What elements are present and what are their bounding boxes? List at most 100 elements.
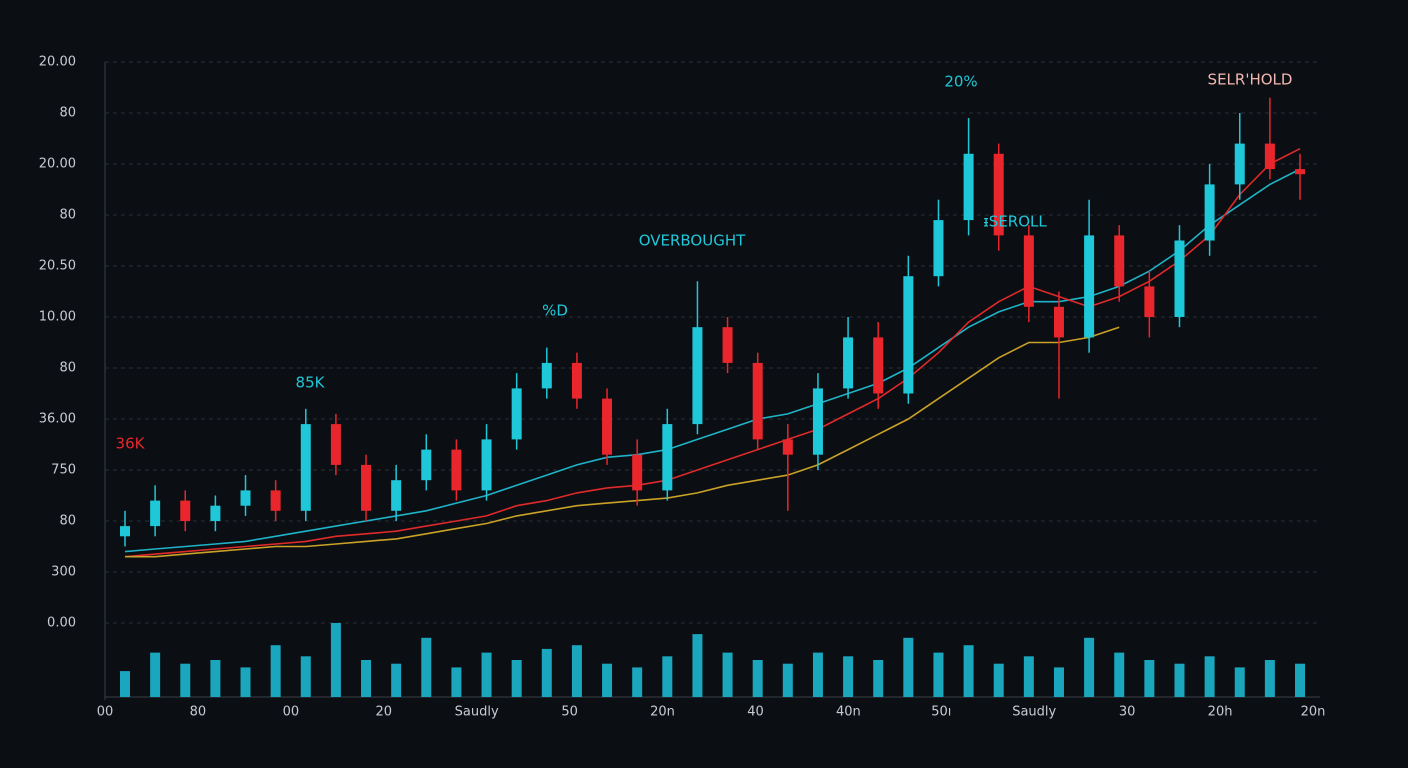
volume-bar [361, 660, 372, 697]
y-tick-label: 36.00 [39, 412, 76, 427]
candle-body [330, 424, 341, 465]
x-tick-label: 80 [190, 705, 207, 720]
candle-body [1204, 184, 1215, 241]
candle-body [451, 449, 462, 491]
y-tick-label: 80 [59, 514, 76, 529]
moving-average-line [124, 147, 1301, 558]
x-tick-label: 50 [561, 705, 578, 720]
volume-bar [421, 637, 432, 697]
x-tick-label: Saudly [1012, 705, 1056, 720]
candle-body [481, 439, 492, 491]
volume-bar [722, 652, 733, 697]
volume-bar [1084, 637, 1095, 697]
volume-bar [511, 660, 522, 697]
volume-bar [240, 667, 251, 697]
candle-body [270, 490, 281, 511]
volume-bar [1234, 667, 1245, 697]
candle-body [120, 526, 130, 537]
candle-body [1114, 235, 1125, 287]
volume-bar [391, 663, 402, 697]
volume-bar [993, 663, 1004, 697]
candle-body [210, 505, 221, 521]
candle-body [361, 464, 372, 511]
volume-bar [812, 652, 823, 697]
volume-bar [270, 645, 281, 697]
candle-body [391, 480, 402, 511]
x-tick-label: 50ı [931, 705, 951, 720]
moving-average-line [124, 168, 1301, 553]
candle-body [1053, 306, 1064, 338]
candle-body [812, 388, 823, 455]
x-tick-label: 40n [836, 705, 861, 720]
candle-body [511, 388, 522, 440]
candle-body [963, 153, 974, 221]
candle-body [993, 153, 1004, 236]
candle-body [240, 490, 251, 506]
candle-body [933, 220, 944, 277]
volume-bar [692, 634, 703, 697]
annotation: 85K [296, 374, 326, 392]
x-tick-label: 20h [1208, 705, 1233, 720]
y-tick-label: 80 [59, 361, 76, 376]
volume-bar [873, 660, 884, 697]
x-tick-label: Saudly [455, 705, 499, 720]
x-tick-label: 20 [375, 705, 392, 720]
moving-average-line [125, 326, 1120, 558]
volume-bar [752, 660, 763, 697]
volume-bar [210, 660, 221, 697]
volume-bar [150, 652, 161, 697]
volume-bar [1174, 663, 1185, 697]
volume-bar [541, 648, 552, 697]
candle-body [1023, 235, 1034, 307]
volume-bar [300, 656, 311, 697]
candle-body [843, 337, 854, 389]
x-tick-label: 20n [1301, 705, 1326, 720]
volume-bar [1204, 656, 1215, 697]
volume-bar [963, 645, 974, 697]
y-tick-label: 20.00 [39, 55, 76, 70]
y-tick-label: 20.50 [39, 259, 76, 274]
candle-body [571, 362, 582, 399]
volume-tick-label: 0.00 [47, 616, 76, 631]
volume-bar [933, 652, 944, 697]
candle-body [421, 449, 432, 481]
candle-body [632, 454, 643, 491]
volume-bar [1023, 656, 1034, 697]
volume-bar [662, 656, 673, 697]
y-tick-label: 20.00 [39, 157, 76, 172]
y-tick-label: 80 [59, 106, 76, 121]
y-tick-label: 750 [51, 463, 76, 478]
candle-body [782, 439, 793, 455]
candle-body [722, 327, 733, 363]
x-tick-label: 00 [283, 705, 300, 720]
candle-body [662, 424, 673, 491]
y-tick-label: 10.00 [39, 310, 76, 325]
annotation: 20% [944, 73, 977, 91]
x-tick-label: 00 [97, 705, 114, 720]
volume-bar [180, 663, 191, 697]
volume-bar [571, 645, 582, 697]
annotation: OVERBOUGHT [639, 232, 746, 250]
x-tick-label: 30 [1119, 705, 1136, 720]
candle-body [150, 500, 161, 527]
volume-bar [330, 623, 341, 697]
volume-bar [451, 667, 462, 697]
volume-bar [1053, 667, 1064, 697]
candle-body [180, 500, 191, 521]
annotation: %D [542, 302, 568, 320]
candle-body [300, 424, 311, 511]
candle-body [692, 327, 703, 425]
candle-body [1144, 286, 1155, 317]
candle-body [1084, 235, 1095, 338]
volume-bar [602, 663, 613, 697]
volume-bar [1114, 652, 1125, 697]
candle-body [1234, 143, 1245, 185]
annotation: 36K [116, 435, 146, 453]
volume-bar [903, 637, 914, 697]
y-tick-label: 80 [59, 208, 76, 223]
volume-bar [481, 652, 492, 697]
candle-body [1295, 169, 1305, 175]
volume-bar [782, 663, 793, 697]
